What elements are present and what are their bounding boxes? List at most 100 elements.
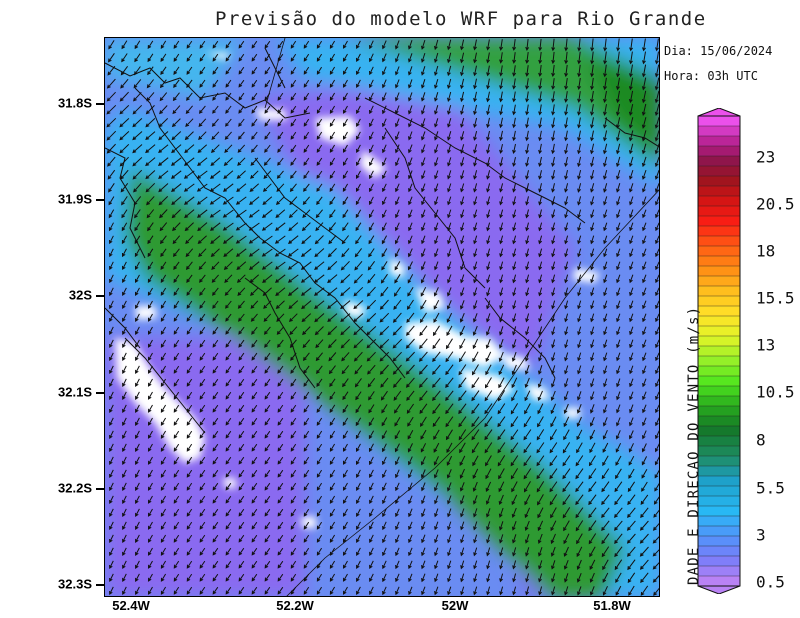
wind-vector-arrow [484,377,492,389]
wind-vector-arrow [135,495,140,505]
wind-vector-arrow [433,299,440,310]
wind-vector-arrow [445,364,454,376]
wind-vector-arrow [395,183,400,193]
wind-vector-arrow [327,287,338,296]
wind-vector-arrow [551,235,556,245]
wind-map[interactable] [104,37,660,597]
colorbar-band [697,345,741,357]
wind-vector-arrow [497,416,506,428]
wind-vector-arrow [160,313,167,322]
wind-vector-arrow [381,417,388,427]
wind-vector-arrow [225,560,232,569]
wind-vector-arrow [434,78,439,89]
wind-vector-arrow [497,390,506,402]
wind-vector-arrow [212,482,219,491]
wind-vector-arrow [590,209,595,219]
wind-vector-arrow [356,482,361,492]
coastline-segment [364,97,586,224]
wind-vector-arrow [251,430,258,439]
wind-vector-arrow [366,286,376,297]
wind-vector-arrow [523,442,532,454]
wind-vector-arrow [577,261,582,271]
wind-vector-arrow [158,144,169,153]
wind-vector-arrow [148,313,153,322]
wind-vector-arrow [287,274,299,283]
wind-vector-arrow [564,378,569,388]
wind-vector-arrow [261,209,273,218]
wind-vector-arrow [170,183,182,192]
wind-vector-arrow [393,299,402,310]
wind-vector-arrow [447,586,452,596]
wind-vector-arrow [199,586,206,595]
wind-vector-arrow [395,40,400,50]
wind-vector-arrow [447,104,452,115]
wind-vector-arrow [551,378,556,388]
wind-vector-arrow [395,118,400,128]
wind-vector-arrow [251,547,258,556]
wind-vector-arrow [434,482,439,492]
wind-vector-arrow [369,66,374,76]
wind-vector-arrow [512,104,516,116]
wind-vector-arrow [277,144,284,153]
wind-vector-arrow [434,573,439,583]
wind-vector-arrow [563,546,569,557]
wind-vector-arrow [238,40,245,49]
wind-vector-arrow [447,196,452,206]
wind-vector-arrow [538,222,543,232]
wind-vector-arrow [654,103,659,116]
wind-vector-arrow [499,65,504,77]
wind-vector-arrow [225,456,232,465]
wind-vector-arrow [316,378,323,387]
colorbar-top-cap [697,108,741,117]
wind-vector-arrow [274,274,286,283]
wind-vector-arrow [538,300,543,310]
wind-vector-arrow [615,468,622,480]
wind-vector-arrow [303,40,310,49]
wind-vector-arrow [135,339,140,349]
wind-vector-arrow [616,169,621,180]
wind-vector-arrow [223,183,234,192]
wind-vector-arrow [211,131,220,140]
wind-vector-arrow [407,261,413,271]
wind-vector-arrow [629,261,634,271]
wind-vector-arrow [486,560,491,570]
colorbar-band [697,445,741,457]
wind-vector-arrow [236,183,247,192]
wind-vector-arrow [575,455,584,467]
wind-vector-arrow [525,235,530,245]
wind-vector-arrow [408,157,413,167]
wind-vector-arrow [225,404,232,413]
colorbar-band [697,435,741,447]
wind-vector-arrow [564,365,569,375]
wind-vector-arrow [212,378,219,387]
wind-vector-arrow [577,143,581,155]
wind-vector-arrow [277,79,284,88]
wind-vector-arrow [421,157,426,167]
wind-vector-arrow [108,209,115,219]
wind-vector-arrow [652,522,659,531]
wind-vector-arrow [290,573,297,582]
wind-vector-arrow [356,79,361,89]
wind-vector-arrow [588,455,596,467]
wind-vector-arrow [277,66,284,75]
wind-vector-arrow [354,248,362,258]
wind-vector-arrow [199,573,206,582]
wind-vector-arrow [197,157,208,166]
wind-vector-arrow [460,248,465,258]
colorbar-band [697,355,741,367]
missing-data-patch [223,478,237,488]
wind-vector-arrow [590,196,595,206]
wind-vector-arrow [486,91,490,103]
wind-vector-arrow [408,534,413,544]
wind-vector-arrow [577,51,582,65]
wind-vector-arrow [577,156,582,168]
wind-vector-arrow [173,404,180,413]
wind-vector-arrow [499,534,504,544]
wind-vector-arrow [536,442,545,454]
wind-vector-arrow [447,78,452,89]
colorbar-band [697,495,741,507]
wind-vector-arrow [197,235,207,245]
wind-vector-arrow [109,365,114,375]
wind-vector-arrow [199,300,206,309]
wind-vector-arrow [562,481,571,493]
